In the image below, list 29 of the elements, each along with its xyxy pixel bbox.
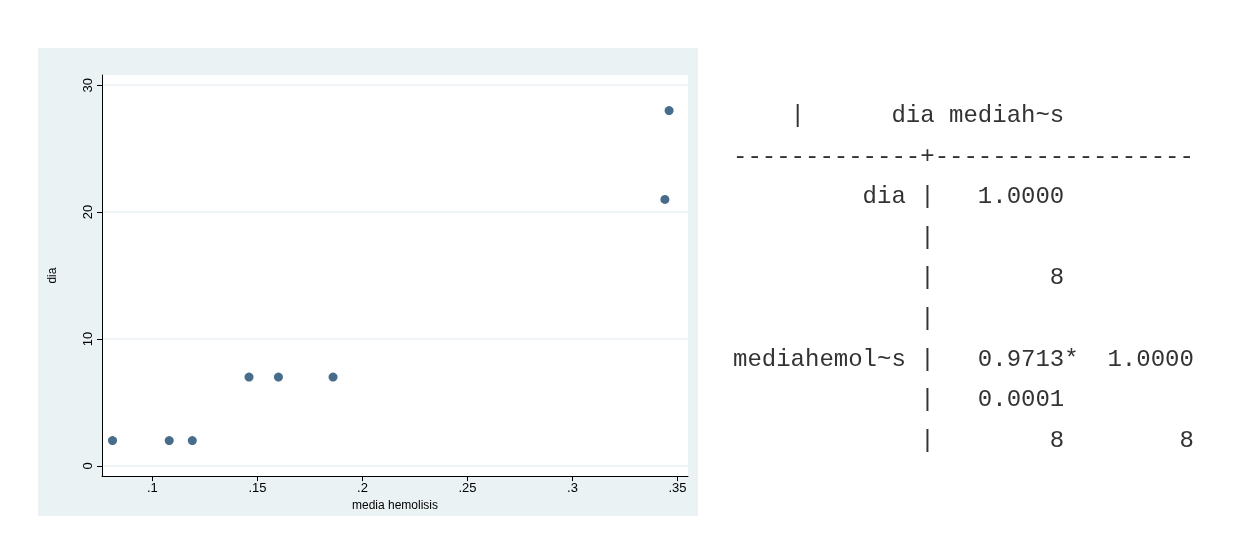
text: |: [919, 303, 936, 334]
x-tick-label: .2: [357, 480, 368, 496]
y-axis-title: dia: [45, 267, 59, 284]
point: [273, 372, 283, 382]
x-tick-label: .3: [567, 480, 578, 496]
point: [664, 106, 674, 116]
text: dia | 1.0000: [861, 182, 1066, 213]
y-tick-label: 10: [80, 331, 95, 347]
y-tick-label: 0: [80, 462, 95, 470]
text: |: [919, 222, 936, 253]
text: | 8: [919, 263, 1066, 294]
x-tick-label: .15: [248, 480, 267, 496]
point: [187, 436, 197, 446]
point: [244, 372, 254, 382]
point: [328, 372, 338, 382]
x-axis-title: media hemolisis: [351, 498, 439, 512]
x-tick-label: .1: [146, 480, 158, 496]
point: [108, 436, 117, 446]
point: [164, 436, 174, 446]
x-tick-label: .25: [458, 480, 477, 496]
text: | 0.0001: [919, 385, 1066, 416]
y-tick-label: 20: [80, 204, 95, 220]
text: -------------+------------------: [733, 141, 1194, 172]
text: | 8 8: [919, 425, 1194, 456]
text: mediahemol~s | 0.9713* 1.0000: [733, 344, 1194, 375]
text: | dia mediah~s: [789, 101, 1066, 131]
point: [660, 194, 670, 204]
y-tick-label: 30: [80, 77, 95, 93]
x-tick-label: .35: [668, 480, 687, 496]
